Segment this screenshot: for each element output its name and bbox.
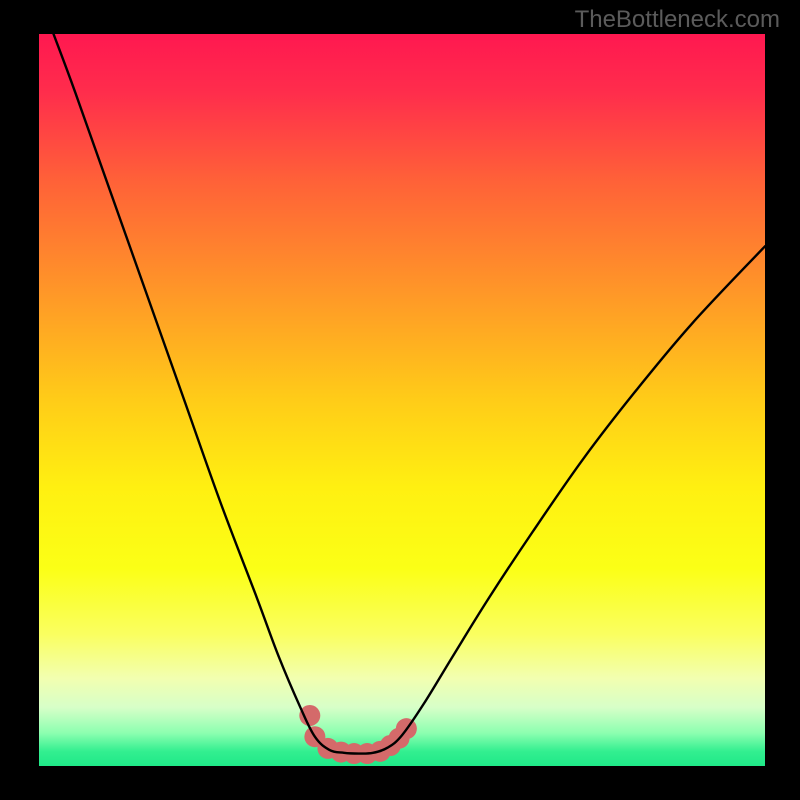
highlight-markers xyxy=(299,705,417,764)
plot-area xyxy=(39,34,765,766)
chart-container: TheBottleneck.com xyxy=(0,0,800,800)
curve-layer xyxy=(39,34,765,766)
highlight-marker xyxy=(299,705,320,726)
watermark-label: TheBottleneck.com xyxy=(575,6,780,34)
bottleneck-curve xyxy=(54,34,765,754)
